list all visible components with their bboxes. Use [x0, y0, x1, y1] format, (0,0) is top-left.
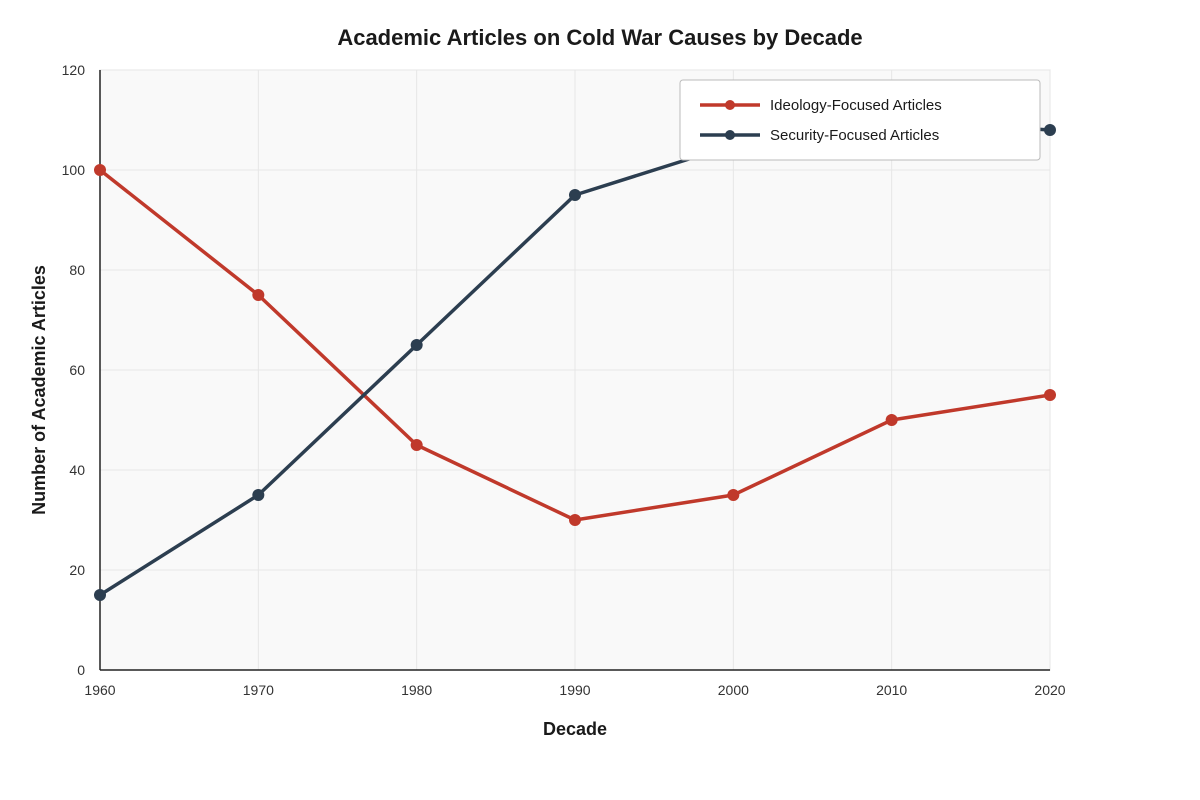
- x-axis-label: Decade: [543, 719, 607, 739]
- legend-label-ideology: Ideology-Focused Articles: [770, 97, 942, 114]
- x-tick-label: 1980: [401, 682, 432, 698]
- y-tick-label: 80: [69, 262, 85, 278]
- y-axis-label: Number of Academic Articles: [29, 265, 49, 515]
- data-point: [1044, 124, 1056, 136]
- y-tick-label: 20: [69, 562, 85, 578]
- x-tick-label: 1970: [243, 682, 274, 698]
- data-point: [94, 589, 106, 601]
- x-tick-label: 1960: [84, 682, 115, 698]
- x-tick-label: 2020: [1034, 682, 1065, 698]
- series-0: [94, 164, 1056, 526]
- data-point: [885, 414, 898, 426]
- data-point: [569, 189, 581, 201]
- data-point: [569, 514, 581, 526]
- x-tick-label: 2010: [876, 682, 907, 698]
- legend-label-security: Security-Focused Articles: [770, 127, 939, 144]
- tick-labels: 0 20 40 60 80 100 120 1960 1970 1980 1990 2000 2010 2…: [62, 62, 1066, 698]
- y-tick-label: 60: [69, 362, 85, 378]
- y-tick-label: 40: [69, 462, 85, 478]
- legend-marker-security: [725, 130, 735, 140]
- data-point: [1044, 389, 1056, 401]
- data-point: [252, 289, 265, 301]
- y-tick-label: 120: [62, 62, 86, 78]
- y-tick-label: 100: [62, 162, 86, 178]
- data-point: [410, 339, 423, 351]
- data-point: [252, 489, 265, 501]
- data-point: [94, 164, 106, 176]
- y-tick-label: 0: [77, 662, 85, 678]
- data-point: [727, 489, 740, 501]
- legend: Ideology-Focused Articles Security-Focus…: [679, 79, 1041, 161]
- legend-box: [679, 79, 1041, 161]
- chart-title: Academic Articles on Cold War Causes by …: [337, 25, 862, 50]
- x-tick-label: 1990: [559, 682, 590, 698]
- legend-marker-ideology: [725, 100, 735, 110]
- data-point: [410, 439, 423, 451]
- x-tick-label: 2000: [718, 682, 749, 698]
